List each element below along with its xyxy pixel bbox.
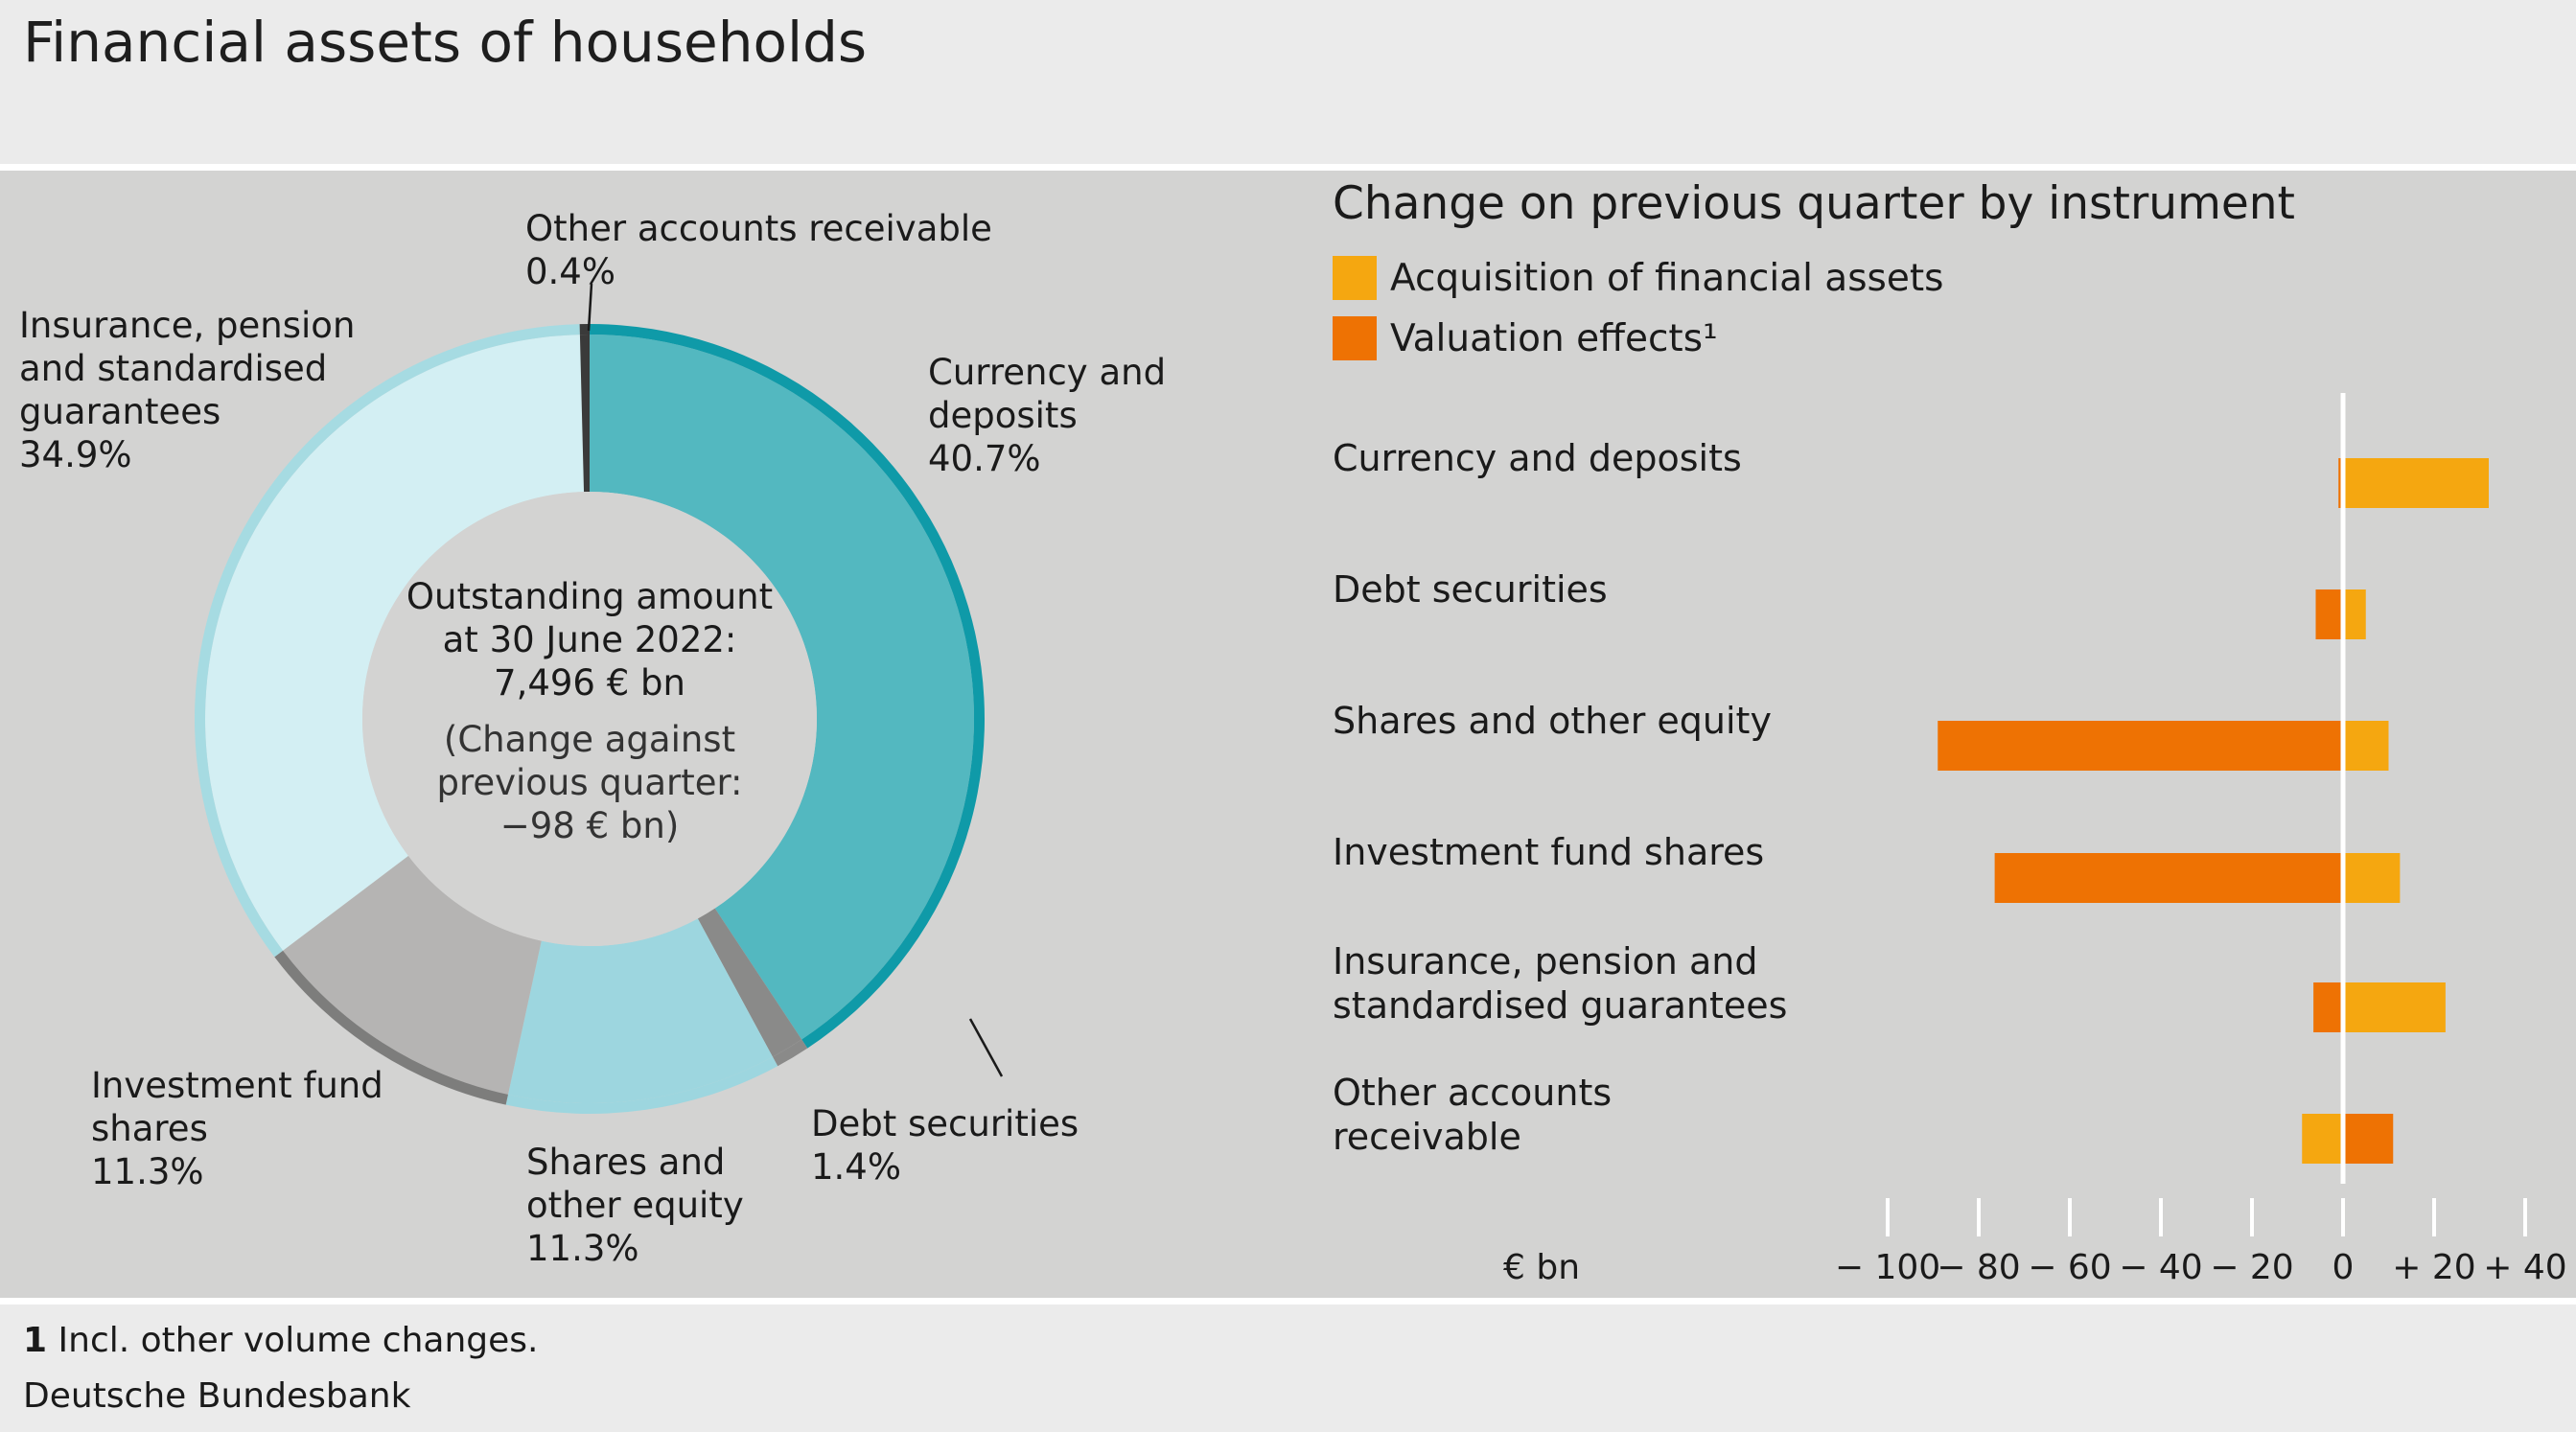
- donut-slice-debt: [697, 908, 802, 1057]
- legend-swatch-acquisition: [1333, 256, 1377, 300]
- top-divider: [0, 164, 2576, 171]
- donut-rim-other: [579, 324, 590, 335]
- donut-slice-fund: [283, 855, 542, 1095]
- bar-valuation-3: [1994, 853, 2343, 903]
- donut-rim-fund: [274, 950, 508, 1105]
- category-label-currency: Currency and deposits: [1333, 437, 1742, 479]
- label-shares: Shares and other equity 11.3%: [526, 1142, 744, 1269]
- tick-label-4: − 20: [2210, 1248, 2294, 1287]
- tick-label-7: + 40: [2483, 1248, 2567, 1287]
- axis-unit: € bn: [1503, 1248, 1581, 1287]
- donut-slice-currency: [590, 335, 975, 1040]
- bar-valuation-1: [2315, 589, 2343, 639]
- tick-label-3: − 40: [2119, 1248, 2203, 1287]
- bar-acquisition-5: [2302, 1114, 2343, 1164]
- tick-label-0: − 100: [1834, 1248, 1941, 1287]
- donut-chart: [194, 324, 985, 1115]
- donut-hole: [362, 492, 817, 946]
- legend-swatch-valuation: [1333, 316, 1377, 360]
- category-label-debt: Debt securities: [1333, 568, 1608, 611]
- category-label-shares: Shares and other equity: [1333, 700, 1772, 742]
- tick-label-5: 0: [2332, 1248, 2355, 1287]
- other-leader-line: [587, 283, 593, 332]
- donut-rim-debt: [772, 1039, 808, 1067]
- bar-acquisition-0: [2343, 458, 2489, 508]
- bar-acquisition-2: [2343, 721, 2389, 771]
- label-insurance: Insurance, pension and standardised guaran…: [19, 305, 356, 475]
- bar-acquisition-4: [2343, 982, 2446, 1032]
- donut-slice-insurance: [204, 335, 585, 951]
- tick-label-1: − 80: [1937, 1248, 2021, 1287]
- legend-acquisition: Acquisition of financial assets: [1333, 256, 1943, 300]
- label-debt: Debt securities 1.4%: [811, 1103, 1079, 1188]
- bar-valuation-4: [2313, 982, 2343, 1032]
- bar-chart-title: Change on previous quarter by instrument: [1333, 177, 2295, 230]
- legend-valuation: Valuation effects¹: [1333, 316, 1718, 360]
- label-other: Other accounts receivable 0.4%: [525, 208, 992, 292]
- category-label-other: Other accounts receivable: [1333, 1072, 1613, 1158]
- bar-acquisition-3: [2343, 853, 2401, 903]
- category-label-fund: Investment fund shares: [1333, 831, 1765, 873]
- debt-leader-line: [968, 1018, 1004, 1077]
- label-currency: Currency and deposits 40.7%: [928, 352, 1167, 479]
- donut-rim-shares: [505, 1056, 778, 1115]
- bottom-divider: [0, 1298, 2576, 1305]
- footnote: 1 Incl. other volume changes.: [23, 1321, 539, 1360]
- donut-slice-other: [579, 335, 590, 493]
- bar-acquisition-1: [2343, 589, 2366, 639]
- category-label-insurance: Insurance, pension and standardised guara…: [1333, 940, 1788, 1027]
- tick-label-2: − 60: [2028, 1248, 2112, 1287]
- bar-chart: [1886, 393, 2527, 1236]
- bar-valuation-5: [2343, 1114, 2394, 1164]
- donut-slice-shares: [507, 918, 773, 1103]
- label-fund: Investment fund shares 11.3%: [91, 1065, 383, 1192]
- page-title: Financial assets of households: [23, 10, 868, 75]
- tick-label-6: + 20: [2392, 1248, 2476, 1287]
- bar-valuation-2: [1938, 721, 2343, 771]
- donut-center-text: Outstanding amount at 30 June 2022: 7,49…: [406, 576, 774, 846]
- source: Deutsche Bundesbank: [23, 1376, 411, 1416]
